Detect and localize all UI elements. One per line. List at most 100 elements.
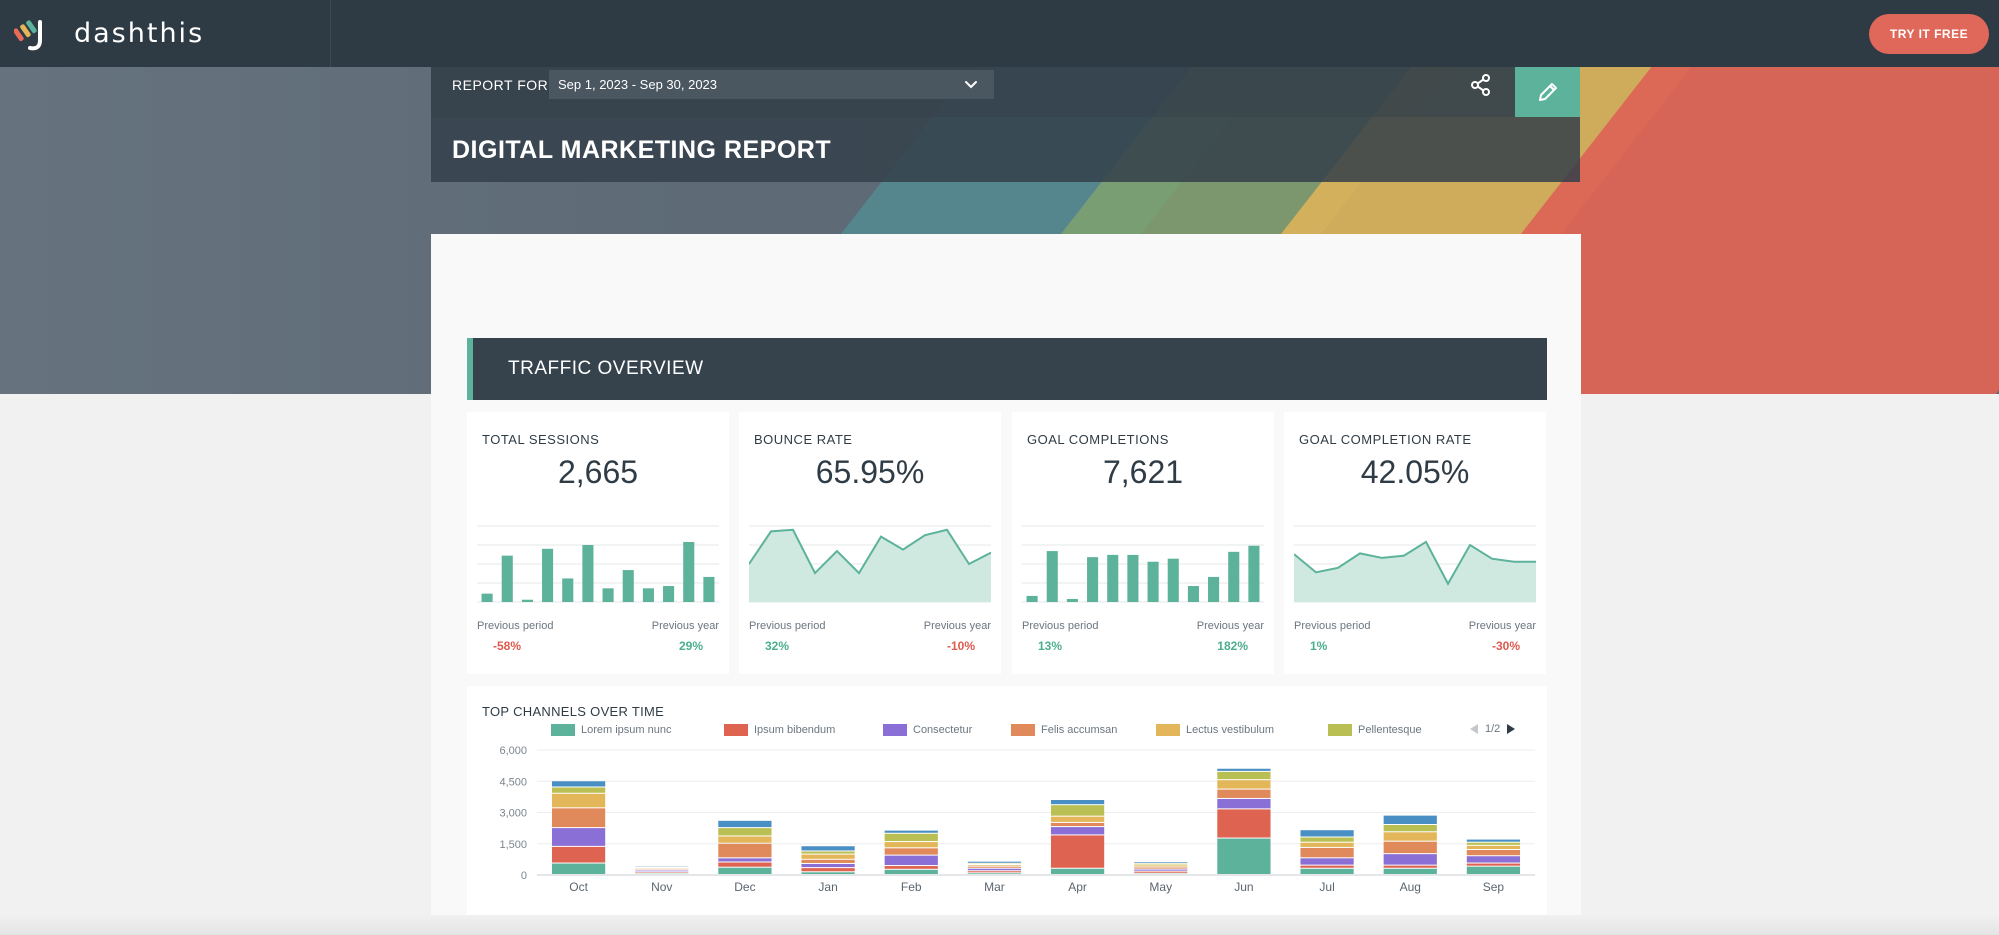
- bar-segment[interactable]: [1383, 868, 1437, 874]
- bar-segment[interactable]: [884, 848, 938, 855]
- bar-segment[interactable]: [1466, 839, 1521, 842]
- bar-segment[interactable]: [1383, 865, 1437, 868]
- bar-segment[interactable]: [1050, 835, 1105, 868]
- bar-segment[interactable]: [551, 846, 606, 863]
- bar-segment[interactable]: [1134, 867, 1188, 869]
- bar-segment[interactable]: [1300, 868, 1354, 874]
- bar-segment[interactable]: [1300, 842, 1354, 847]
- bar-segment[interactable]: [718, 862, 772, 867]
- try-it-free-button[interactable]: TRY IT FREE: [1869, 14, 1989, 54]
- bar-segment[interactable]: [801, 846, 855, 851]
- bar-segment[interactable]: [1383, 815, 1437, 824]
- bar-segment[interactable]: [551, 787, 606, 793]
- kpi-value: 42.05%: [1360, 454, 1470, 490]
- bar-segment[interactable]: [1050, 822, 1105, 827]
- bar-segment[interactable]: [718, 828, 772, 836]
- bar-segment[interactable]: [967, 866, 1022, 868]
- bar-segment[interactable]: [718, 836, 772, 843]
- legend-label: Pellentesque: [1358, 724, 1422, 736]
- legend-item[interactable]: Lorem ipsum nunc: [551, 724, 672, 736]
- bar-segment[interactable]: [1300, 847, 1354, 858]
- bar-segment[interactable]: [718, 858, 772, 862]
- bar-segment[interactable]: [884, 869, 938, 874]
- bar-segment[interactable]: [1383, 825, 1437, 832]
- sparkline-bar: [501, 555, 513, 602]
- bar-segment[interactable]: [1050, 805, 1105, 816]
- bar-segment[interactable]: [884, 866, 938, 869]
- bar-segment[interactable]: [967, 865, 1022, 866]
- bar-segment[interactable]: [718, 843, 772, 858]
- bar-segment[interactable]: [1217, 789, 1271, 798]
- chevron-left-icon[interactable]: [1467, 722, 1481, 736]
- legend-item[interactable]: Lectus vestibulum: [1156, 724, 1274, 736]
- bar-segment[interactable]: [801, 854, 855, 859]
- bar-segment[interactable]: [1217, 838, 1271, 874]
- report-content: TRAFFIC OVERVIEW TOTAL SESSIONS 2,665 Pr…: [431, 234, 1581, 935]
- bar-segment[interactable]: [801, 872, 855, 874]
- chart-card-top-channels: TOP CHANNELS OVER TIME Lorem ipsum nunc I…: [467, 686, 1547, 935]
- legend-item[interactable]: Felis accumsan: [1011, 724, 1117, 736]
- bar-segment[interactable]: [1300, 865, 1354, 868]
- bar-segment[interactable]: [1050, 827, 1105, 835]
- bar-segment[interactable]: [801, 868, 855, 872]
- bar-segment[interactable]: [884, 833, 938, 842]
- bar-segment[interactable]: [1050, 816, 1105, 822]
- bar-segment[interactable]: [884, 830, 938, 833]
- bar-segment[interactable]: [1134, 869, 1188, 871]
- share-icon[interactable]: [1469, 73, 1493, 97]
- bar-segment[interactable]: [967, 861, 1022, 863]
- bar-segment[interactable]: [1466, 863, 1521, 866]
- bar-segment[interactable]: [1383, 854, 1437, 865]
- bar-segment[interactable]: [1300, 837, 1354, 842]
- kpi-card-goal-completions: GOAL COMPLETIONS 7,621 Previous period P…: [1012, 412, 1274, 674]
- bar-segment[interactable]: [1466, 845, 1521, 849]
- bar-segment[interactable]: [1217, 809, 1271, 838]
- bar-segment[interactable]: [1383, 841, 1437, 854]
- bar-segment[interactable]: [967, 873, 1022, 874]
- bar-segment[interactable]: [801, 863, 855, 868]
- bar-segment[interactable]: [1466, 850, 1521, 856]
- bar-segment[interactable]: [1466, 842, 1521, 845]
- bar-segment[interactable]: [1134, 863, 1188, 865]
- bar-segment[interactable]: [967, 871, 1022, 873]
- kpi-title: GOAL COMPLETION RATE: [1299, 432, 1472, 447]
- bar-segment[interactable]: [1217, 768, 1271, 771]
- section-title: TRAFFIC OVERVIEW: [508, 358, 704, 379]
- bar-segment[interactable]: [718, 867, 772, 874]
- x-tick-label: Mar: [984, 880, 1005, 894]
- previous-period-change: 13%: [1038, 639, 1063, 653]
- bar-segment[interactable]: [1466, 866, 1521, 874]
- bar-segment[interactable]: [1050, 800, 1105, 805]
- date-range-select[interactable]: Sep 1, 2023 - Sep 30, 2023: [549, 70, 994, 99]
- bar-segment[interactable]: [1217, 798, 1271, 809]
- bar-segment[interactable]: [1300, 858, 1354, 865]
- bar-segment[interactable]: [1050, 868, 1105, 874]
- bar-segment[interactable]: [635, 870, 689, 872]
- bar-segment[interactable]: [551, 863, 606, 874]
- bar-segment[interactable]: [551, 808, 606, 828]
- bar-segment[interactable]: [718, 820, 772, 828]
- bar-segment[interactable]: [884, 855, 938, 866]
- legend-item[interactable]: Pellentesque: [1328, 724, 1422, 736]
- x-tick-label: Dec: [734, 880, 755, 894]
- bar-segment[interactable]: [1217, 771, 1271, 780]
- bar-segment[interactable]: [1134, 871, 1188, 873]
- bar-segment[interactable]: [1300, 830, 1354, 837]
- bar-segment[interactable]: [1217, 780, 1271, 789]
- bar-segment[interactable]: [551, 781, 606, 787]
- edit-button[interactable]: [1515, 67, 1580, 117]
- report-bar: REPORT FOR Sep 1, 2023 - Sep 30, 2023: [431, 67, 1580, 117]
- bar-segment[interactable]: [1134, 862, 1188, 863]
- bar-segment[interactable]: [1383, 832, 1437, 841]
- bar-segment[interactable]: [884, 842, 938, 848]
- bar-segment[interactable]: [551, 793, 606, 808]
- bar-segment[interactable]: [1466, 856, 1521, 863]
- chevron-right-icon[interactable]: [1504, 722, 1518, 736]
- legend-item[interactable]: Ipsum bibendum: [724, 724, 835, 736]
- legend-item[interactable]: Consectetur: [883, 724, 972, 736]
- bar-segment[interactable]: [801, 851, 855, 854]
- bar-segment[interactable]: [551, 828, 606, 846]
- bar-segment[interactable]: [801, 859, 855, 863]
- bar-segment[interactable]: [1134, 865, 1188, 867]
- bar-segment[interactable]: [967, 868, 1022, 871]
